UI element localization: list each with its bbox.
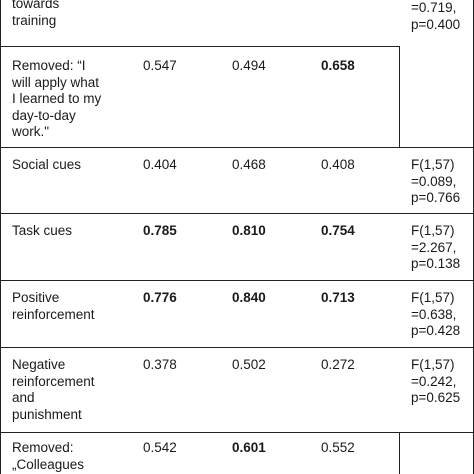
value-cell: 0.272 bbox=[321, 357, 355, 372]
row-label-line: training bbox=[12, 12, 57, 28]
table-row: Social cues 0.404 0.468 0.408 F(1,57) =0… bbox=[0, 157, 474, 207]
column-divider bbox=[399, 432, 400, 474]
column-divider bbox=[0, 0, 1, 474]
value-cell: 0.404 bbox=[143, 157, 177, 172]
stat-line: p=0.766 bbox=[411, 190, 461, 205]
stat-cell: F(1,57) =0.638, p=0.428 bbox=[411, 290, 460, 340]
table-row: Removed: „Colleagues 0.542 0.601 0.552 bbox=[0, 440, 474, 474]
row-label: Social cues bbox=[12, 157, 81, 174]
row-label: Negative reinforcement and punishment bbox=[12, 357, 95, 423]
row-divider bbox=[0, 432, 474, 433]
value-cell: 0.658 bbox=[321, 58, 355, 73]
stat-line: F(1,57) bbox=[411, 223, 455, 238]
value-cell: 0.494 bbox=[232, 58, 266, 73]
stat-line: =0.638, bbox=[411, 306, 457, 322]
value-cell: 0.810 bbox=[232, 223, 266, 238]
row-label-line: punishment bbox=[12, 406, 82, 422]
row-label-line: work." bbox=[12, 124, 50, 139]
stat-line: p=0.138 bbox=[411, 256, 461, 271]
stat-line: F(1,57) bbox=[411, 357, 455, 372]
stat-cell: F(1,57) =0.089, p=0.766 bbox=[411, 157, 460, 207]
stat-line: F(1,57) bbox=[411, 157, 455, 172]
value-cell: 0.754 bbox=[321, 223, 355, 238]
stat-line: p=0.428 bbox=[411, 323, 461, 338]
row-divider bbox=[0, 147, 474, 148]
row-label-line: day-to-day bbox=[12, 107, 76, 123]
stat-line: =0.242, bbox=[411, 373, 457, 389]
row-label: Task cues bbox=[12, 223, 72, 240]
stat-line: F(1,57) bbox=[411, 290, 455, 305]
stat-cell: F(1,57) =2.267, p=0.138 bbox=[411, 223, 460, 273]
row-label: Removed: “I will apply what I learned to… bbox=[12, 58, 101, 141]
column-divider bbox=[399, 46, 400, 148]
row-label-line: I learned to my bbox=[12, 91, 102, 106]
table-row: Negative reinforcement and punishment 0.… bbox=[0, 357, 474, 427]
row-divider bbox=[0, 347, 474, 348]
value-cell: 0.547 bbox=[143, 58, 177, 73]
value-cell: 0.502 bbox=[232, 357, 266, 372]
row-label: towards training bbox=[12, 0, 59, 29]
value-cell: 0.601 bbox=[232, 440, 266, 455]
value-cell: 0.378 bbox=[143, 357, 177, 372]
row-label-line: Positive bbox=[12, 290, 60, 305]
stat-line: p=0.625 bbox=[411, 390, 461, 405]
stat-line: =2.267, bbox=[411, 239, 457, 255]
stat-line: =0.089, bbox=[411, 173, 457, 189]
value-cell: 0.840 bbox=[232, 290, 266, 305]
table-row: Positive reinforcement 0.776 0.840 0.713… bbox=[0, 290, 474, 340]
value-cell: 0.408 bbox=[321, 157, 355, 172]
row-label-line: Negative bbox=[12, 357, 66, 372]
row-label: Removed: „Colleagues bbox=[12, 440, 84, 473]
row-divider bbox=[0, 46, 400, 47]
table-row: Removed: “I will apply what I learned to… bbox=[0, 58, 474, 142]
value-cell: 0.552 bbox=[321, 440, 355, 455]
row-label-line: reinforcement bbox=[12, 373, 95, 389]
row-label-line: towards bbox=[12, 0, 60, 11]
row-label-line: will apply what bbox=[12, 74, 100, 90]
row-label-line: Removed: “I bbox=[12, 58, 86, 73]
row-divider bbox=[0, 213, 474, 214]
stat-cell: =0.719, p=0.400 bbox=[411, 0, 460, 33]
row-label-line: Removed: bbox=[12, 440, 74, 455]
table-row: Task cues 0.785 0.810 0.754 F(1,57) =2.2… bbox=[0, 223, 474, 273]
row-label-line: „Colleagues bbox=[12, 456, 85, 472]
row-label-line: Social cues bbox=[12, 157, 82, 172]
value-cell: 0.542 bbox=[143, 440, 177, 455]
value-cell: 0.713 bbox=[321, 290, 355, 305]
row-divider bbox=[0, 280, 474, 281]
row-label: Positive reinforcement bbox=[12, 290, 95, 323]
value-cell: 0.468 bbox=[232, 157, 266, 172]
value-cell: 0.785 bbox=[143, 223, 177, 238]
row-label-line: and bbox=[12, 390, 35, 405]
row-label-line: Task cues bbox=[12, 223, 73, 238]
value-cell: 0.776 bbox=[143, 290, 177, 305]
row-label-line: reinforcement bbox=[12, 306, 95, 322]
stat-line: =0.719, bbox=[411, 0, 457, 15]
stat-line: p=0.400 bbox=[411, 16, 461, 32]
stat-cell: F(1,57) =0.242, p=0.625 bbox=[411, 357, 460, 407]
table-row: towards training =0.719, p=0.400 bbox=[0, 0, 474, 46]
